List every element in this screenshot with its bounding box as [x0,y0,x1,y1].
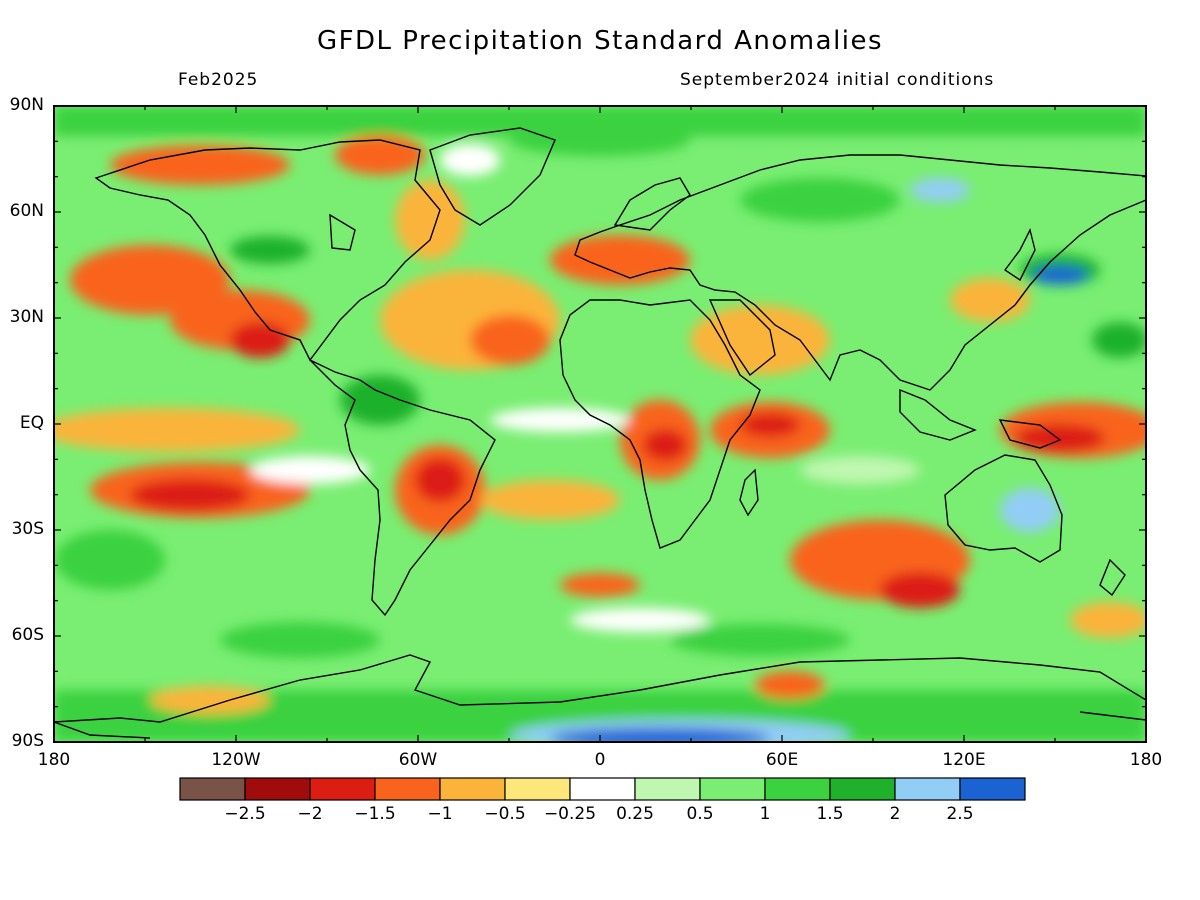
colorbar-label: 2 [890,804,901,824]
lon-label-120e: 120E [942,750,986,770]
lon-label-60w: 60W [398,750,438,770]
valid-month-label: Feb2025 [178,70,259,90]
colorbar-swatch [309,777,376,801]
colorbar-label: −2.5 [224,804,265,824]
lat-label-30s: 30S [11,519,44,539]
colorbar-label: −2 [297,804,322,824]
lon-label-180e: 180 [1129,750,1163,770]
lon-label-0: 0 [594,750,606,770]
colorbar-label: −0.25 [544,804,596,824]
lat-label-30n: 30N [9,307,44,327]
chart-title: GFDL Precipitation Standard Anomalies [316,26,884,56]
colorbar-swatch [699,777,766,801]
colorbar-swatch [959,777,1026,801]
anomaly-field [54,106,1146,742]
colorbar-swatch [439,777,506,801]
colorbar-swatch [569,777,636,801]
colorbar-swatch [894,777,961,801]
colorbar-swatch [179,777,246,801]
colorbar-label: 0.25 [616,804,654,824]
colorbar-label: −1.5 [354,804,395,824]
lat-label-eq: EQ [19,413,44,433]
lon-label-60e: 60E [765,750,799,770]
colorbar-label: −1 [427,804,452,824]
axis-ticks [53,105,1147,743]
colorbar-swatch [634,777,701,801]
colorbar-swatch [829,777,896,801]
lat-label-60n: 60N [9,201,44,221]
colorbar-label: 0.5 [686,804,713,824]
lon-label-180w: 180 [37,750,71,770]
colorbar-label: −0.5 [484,804,525,824]
colorbar-swatch [374,777,441,801]
colorbar-swatch [244,777,311,801]
colorbar: −2.5 −2 −1.5 −1 −0.5 −0.25 0.25 0.5 1 1.5 2 2.5 [179,777,1026,824]
initial-conditions-label: September2024 initial conditions [680,70,995,90]
colorbar-label: 1 [760,804,771,824]
colorbar-label: 1.5 [816,804,843,824]
coastlines [54,127,1146,739]
colorbar-swatch [504,777,571,801]
lat-label-60s: 60S [11,625,44,645]
lon-label-120w: 120W [211,750,261,770]
lat-label-90s: 90S [11,731,44,751]
colorbar-label: 2.5 [946,804,973,824]
lat-label-90n: 90N [9,95,44,115]
colorbar-swatch [764,777,831,801]
